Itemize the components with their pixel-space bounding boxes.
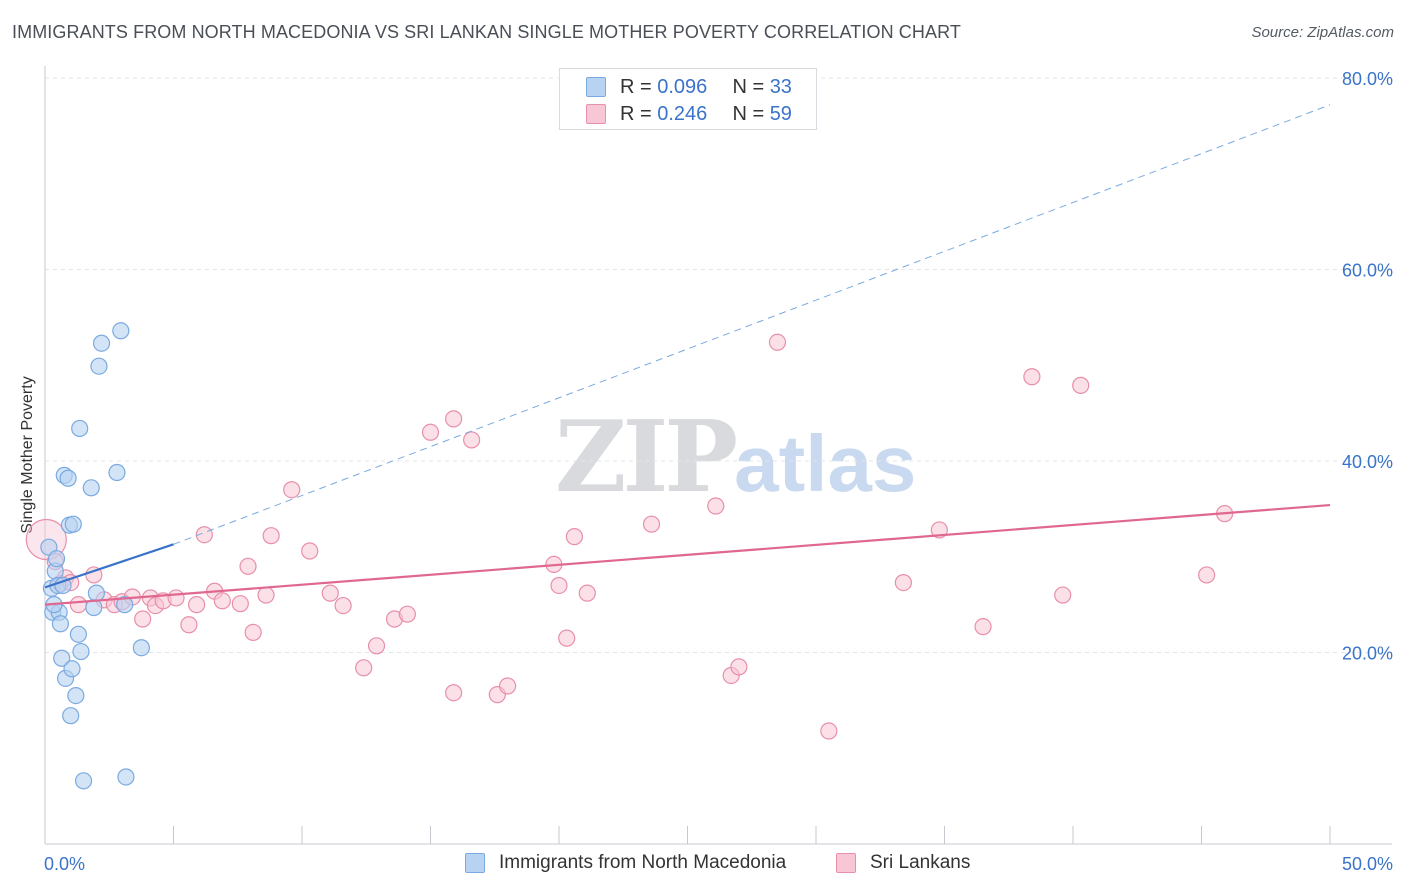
legend-swatch-blue xyxy=(465,853,485,873)
point-sri-lankans xyxy=(334,596,352,615)
trendline-north-macedonia-extension xyxy=(173,104,1331,545)
trendline-sri-lankans xyxy=(44,503,1331,606)
point-north-macedonia xyxy=(62,707,80,725)
point-sri-lankans xyxy=(283,481,301,499)
point-north-macedonia xyxy=(47,550,66,568)
r-label: R = xyxy=(620,76,652,98)
point-sri-lankans xyxy=(974,618,992,636)
point-north-macedonia xyxy=(64,515,82,533)
point-sri-lankans xyxy=(707,497,725,515)
point-north-macedonia xyxy=(87,584,106,602)
point-north-macedonia xyxy=(63,660,81,678)
point-sri-lankans xyxy=(550,576,568,595)
correlation-legend: R = 0.096 N = 33 R = 0.246 N = 59 xyxy=(559,68,817,130)
point-sri-lankans xyxy=(421,423,440,441)
point-north-macedonia xyxy=(67,686,85,705)
point-sri-lankans xyxy=(180,616,198,634)
point-sri-lankans xyxy=(1198,566,1216,584)
n-value-pink: 59 xyxy=(769,103,792,125)
point-sri-lankans xyxy=(321,584,339,602)
y-tick-label: 20.0% xyxy=(1342,644,1393,664)
point-sri-lankans xyxy=(768,333,787,351)
point-north-macedonia xyxy=(117,768,135,786)
point-sri-lankans xyxy=(445,684,463,702)
point-north-macedonia xyxy=(71,419,89,438)
point-sri-lankans xyxy=(262,527,280,545)
point-sri-lankans xyxy=(894,574,912,592)
watermark-atlas: atlas xyxy=(734,419,917,508)
point-north-macedonia xyxy=(72,642,90,661)
x-tick-label-max: 50.0% xyxy=(1342,854,1393,874)
point-sri-lankans xyxy=(398,605,416,623)
point-sri-lankans xyxy=(1054,586,1072,604)
chart-title: IMMIGRANTS FROM NORTH MACEDONIA VS SRI L… xyxy=(12,22,961,42)
trendline-north-macedonia xyxy=(44,543,174,589)
point-sri-lankans xyxy=(85,566,103,584)
point-sri-lankans xyxy=(301,542,319,560)
n-label: N = xyxy=(732,76,765,98)
point-sri-lankans xyxy=(231,595,249,613)
legend-swatch-pink xyxy=(586,104,606,124)
legend-swatch-pink xyxy=(836,853,856,873)
r-value-blue: 0.096 xyxy=(657,76,708,98)
source-label: Source: ZipAtlas.com xyxy=(1251,24,1394,41)
point-sri-lankans xyxy=(642,515,661,533)
point-sri-lankans xyxy=(445,410,463,428)
y-tick-label: 80.0% xyxy=(1342,69,1393,89)
point-north-macedonia xyxy=(51,615,70,633)
point-sri-lankans xyxy=(1072,376,1090,394)
point-north-macedonia xyxy=(82,479,100,497)
n-label: N = xyxy=(732,103,765,125)
point-north-macedonia xyxy=(90,357,108,375)
point-sri-lankans xyxy=(730,658,748,676)
point-sri-lankans xyxy=(167,589,185,607)
point-sri-lankans xyxy=(565,528,584,546)
point-north-macedonia xyxy=(132,639,150,657)
point-sri-lankans xyxy=(69,596,88,614)
point-north-macedonia xyxy=(53,649,71,667)
y-axis-title: Single Mother Poverty xyxy=(19,376,36,533)
point-sri-lankans xyxy=(213,592,231,610)
point-sri-lankans xyxy=(257,586,275,604)
point-sri-lankans xyxy=(134,610,152,628)
legend-label-sri-lankans: Sri Lankans xyxy=(870,852,971,873)
y-tick-label: 60.0% xyxy=(1342,261,1393,281)
point-sri-lankans xyxy=(499,677,517,695)
point-sri-lankans xyxy=(188,596,206,614)
point-north-macedonia xyxy=(69,625,88,643)
y-tick-label: 40.0% xyxy=(1342,452,1393,472)
watermark: ZIPatlas xyxy=(555,400,916,515)
point-north-macedonia xyxy=(112,322,130,340)
legend-stats-pink: R = 0.246 N = 59 xyxy=(620,103,792,126)
point-north-macedonia xyxy=(92,334,111,352)
series-legend: Immigrants from North Macedonia Sri Lank… xyxy=(0,852,1406,878)
point-sri-lankans xyxy=(239,557,257,575)
r-label: R = xyxy=(620,103,652,125)
point-sri-lankans xyxy=(463,431,481,449)
x-tick-label-min: 0.0% xyxy=(44,854,85,874)
legend-label-north-macedonia: Immigrants from North Macedonia xyxy=(499,852,787,873)
point-north-macedonia xyxy=(59,469,77,487)
r-value-pink: 0.246 xyxy=(657,103,708,125)
point-sri-lankans xyxy=(558,629,576,647)
point-sri-lankans xyxy=(578,584,596,602)
watermark-zip: ZIP xyxy=(555,400,738,515)
point-north-macedonia xyxy=(116,596,134,614)
point-sri-lankans xyxy=(367,637,386,655)
point-north-macedonia xyxy=(54,576,72,595)
point-sri-lankans xyxy=(244,623,262,641)
point-sri-lankans xyxy=(1023,368,1041,386)
legend-swatch-blue xyxy=(586,77,606,97)
n-value-blue: 33 xyxy=(769,76,792,98)
point-sri-lankans xyxy=(820,722,838,740)
point-north-macedonia xyxy=(74,772,93,790)
point-sri-lankans xyxy=(355,659,373,677)
point-north-macedonia xyxy=(108,463,126,482)
legend-stats-blue: R = 0.096 N = 33 xyxy=(620,76,792,99)
